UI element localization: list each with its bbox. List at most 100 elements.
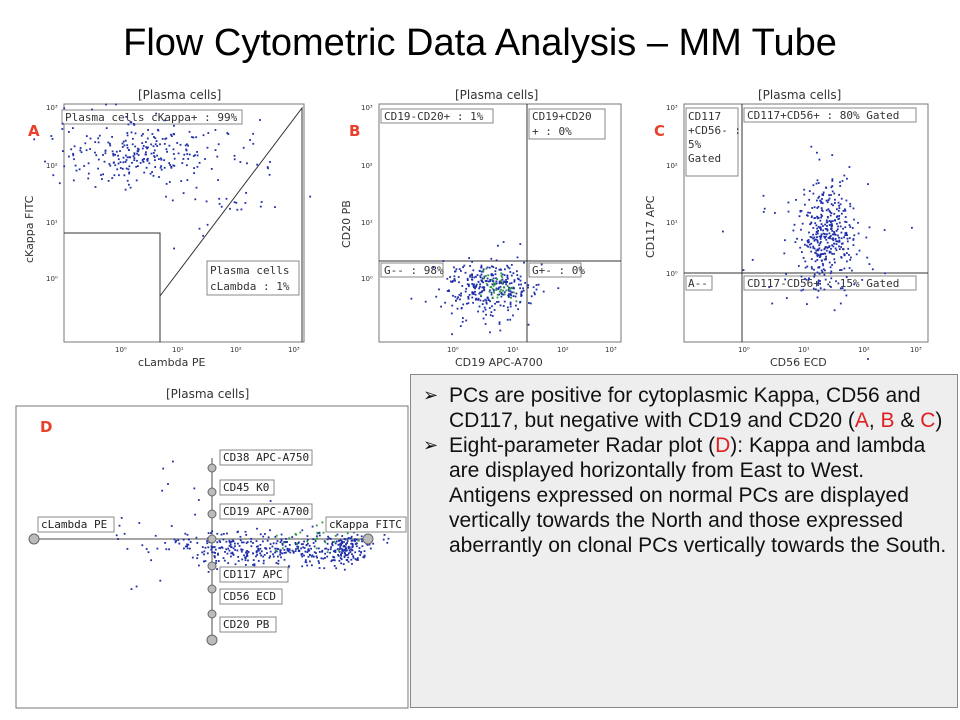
event-dot bbox=[97, 158, 100, 161]
event-dot bbox=[828, 194, 830, 197]
event-dot bbox=[489, 289, 491, 292]
event-dot bbox=[258, 549, 260, 552]
event-dot bbox=[87, 162, 90, 165]
event-dot bbox=[134, 145, 137, 148]
event-dot bbox=[830, 212, 833, 214]
event-dot bbox=[816, 249, 819, 252]
event-dot bbox=[354, 543, 357, 545]
event-dot bbox=[130, 121, 133, 124]
event-dot bbox=[159, 579, 162, 582]
event-dot bbox=[122, 156, 125, 159]
event-dot bbox=[139, 162, 142, 164]
event-dot bbox=[489, 331, 491, 334]
event-dot bbox=[502, 289, 504, 292]
event-dot bbox=[851, 227, 854, 229]
event-dot bbox=[230, 545, 232, 548]
event-dot bbox=[284, 545, 287, 548]
ytick-b-3: 10³ bbox=[361, 104, 373, 112]
event-dot bbox=[831, 178, 834, 181]
event-dot bbox=[475, 285, 478, 287]
event-dot bbox=[491, 287, 494, 290]
event-dot bbox=[125, 115, 128, 118]
event-dot bbox=[306, 538, 309, 541]
event-dot bbox=[182, 158, 185, 160]
event-dot bbox=[845, 276, 848, 278]
event-dot bbox=[522, 287, 524, 290]
event-dot bbox=[195, 536, 198, 539]
event-dot bbox=[763, 207, 766, 210]
event-dot bbox=[819, 241, 822, 243]
event-dot bbox=[457, 276, 460, 278]
event-dot bbox=[459, 325, 462, 327]
bullet-1: ➢ PCs are positive for cytoplasmic Kappa… bbox=[423, 383, 947, 433]
event-dot bbox=[506, 318, 509, 321]
panel-c-letter: C bbox=[654, 122, 665, 140]
event-dot bbox=[231, 539, 234, 542]
event-dot bbox=[250, 540, 252, 543]
event-dot bbox=[213, 555, 216, 557]
event-dot bbox=[194, 513, 196, 516]
event-dot bbox=[821, 202, 824, 205]
event-dot bbox=[826, 233, 828, 236]
event-dot bbox=[810, 242, 813, 245]
event-dot bbox=[816, 151, 818, 154]
event-dot bbox=[490, 274, 493, 277]
event-dot bbox=[835, 280, 837, 283]
event-dot bbox=[809, 246, 812, 249]
event-dot bbox=[483, 275, 486, 278]
event-dot bbox=[816, 217, 819, 220]
event-dot bbox=[868, 226, 871, 229]
event-dot bbox=[237, 560, 240, 562]
event-dot bbox=[160, 158, 163, 161]
event-dot bbox=[350, 537, 352, 540]
event-dot bbox=[351, 539, 354, 542]
event-dot bbox=[299, 531, 302, 534]
event-dot bbox=[834, 233, 837, 236]
event-dot bbox=[226, 552, 229, 555]
event-dot bbox=[519, 279, 522, 282]
event-dot bbox=[473, 283, 475, 286]
event-dot bbox=[832, 245, 835, 248]
event-dot bbox=[829, 237, 832, 240]
event-dot bbox=[363, 555, 366, 558]
event-dot bbox=[811, 267, 813, 270]
event-dot bbox=[324, 552, 326, 555]
event-dot bbox=[237, 530, 239, 533]
event-dot bbox=[332, 556, 335, 559]
event-dot bbox=[467, 297, 470, 300]
event-dot bbox=[487, 280, 490, 283]
event-dot bbox=[286, 549, 289, 551]
event-dot bbox=[507, 289, 510, 292]
event-dot bbox=[356, 534, 359, 536]
event-dot bbox=[291, 536, 294, 538]
event-dot bbox=[846, 260, 848, 263]
event-dot bbox=[355, 558, 358, 561]
event-dot bbox=[165, 137, 168, 140]
bullet-2-text: Eight-parameter Radar plot (D): Kappa an… bbox=[449, 433, 947, 558]
event-dot bbox=[155, 140, 158, 142]
event-dot bbox=[300, 553, 303, 556]
event-dot bbox=[468, 283, 470, 286]
event-dot bbox=[372, 542, 375, 545]
event-dot bbox=[471, 291, 474, 293]
event-dot bbox=[519, 287, 521, 290]
event-dot bbox=[511, 286, 513, 289]
event-dot bbox=[318, 567, 321, 569]
event-dot bbox=[297, 547, 299, 550]
event-dot bbox=[279, 551, 282, 554]
event-dot bbox=[820, 269, 823, 272]
event-dot bbox=[315, 552, 317, 554]
event-dot bbox=[509, 287, 512, 290]
event-dot bbox=[176, 142, 179, 144]
event-dot bbox=[476, 274, 479, 276]
ytick-b-2: 10² bbox=[361, 162, 373, 170]
event-dot bbox=[478, 292, 481, 295]
event-dot bbox=[821, 271, 824, 273]
event-dot bbox=[72, 152, 74, 155]
event-dot bbox=[329, 548, 332, 551]
event-dot bbox=[111, 177, 114, 179]
event-dot bbox=[259, 205, 262, 208]
event-dot bbox=[510, 274, 513, 277]
event-dot bbox=[844, 216, 847, 218]
event-dot bbox=[808, 243, 811, 246]
